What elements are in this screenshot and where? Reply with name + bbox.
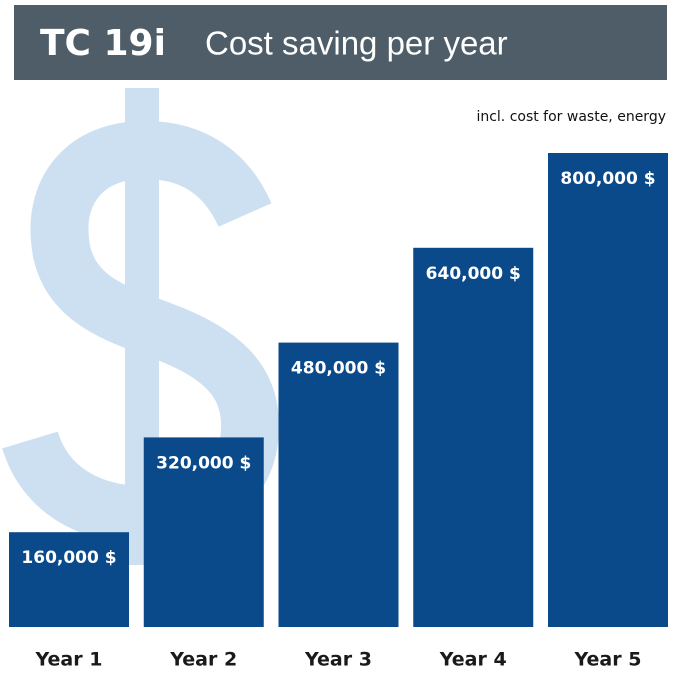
value-label: 160,000 $ — [21, 548, 116, 568]
value-label: 800,000 $ — [560, 169, 655, 189]
chart-title: TC 19i — [40, 23, 166, 64]
x-tick-label: Year 3 — [304, 649, 372, 671]
bar — [278, 342, 399, 627]
bar — [548, 153, 668, 627]
chart-subtitle: Cost saving per year — [205, 25, 508, 62]
x-tick-label: Year 4 — [439, 649, 507, 671]
x-tick-label: Year 2 — [169, 649, 237, 671]
bar — [413, 247, 534, 628]
value-label: 480,000 $ — [291, 359, 386, 379]
header-bar — [14, 5, 667, 80]
value-label: 320,000 $ — [156, 453, 251, 473]
x-tick-label: Year 1 — [35, 649, 103, 671]
x-tick-label: Year 5 — [574, 649, 642, 671]
bar — [143, 437, 264, 627]
bar — [9, 532, 129, 627]
value-label: 640,000 $ — [426, 264, 521, 284]
chart-note: incl. cost for waste, energy — [476, 109, 666, 125]
